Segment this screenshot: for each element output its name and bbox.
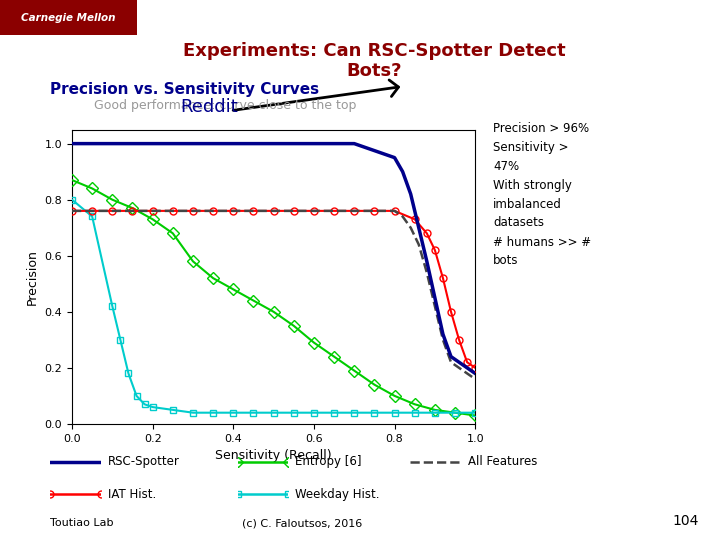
Text: 104: 104 xyxy=(672,514,698,528)
Text: Good performance: curve close to the top: Good performance: curve close to the top xyxy=(94,99,356,112)
Text: Precision vs. Sensitivity Curves: Precision vs. Sensitivity Curves xyxy=(50,82,320,97)
Text: (c) C. Faloutsos, 2016: (c) C. Faloutsos, 2016 xyxy=(242,518,363,528)
Text: RSC-Spotter: RSC-Spotter xyxy=(108,455,180,468)
Text: Experiments: Can RSC-Spotter Detect: Experiments: Can RSC-Spotter Detect xyxy=(183,42,566,60)
Text: IAT Hist.: IAT Hist. xyxy=(108,488,156,501)
Text: Precision > 96%
Sensitivity >
47%
With strongly
imbalanced
datasets
# humans >> : Precision > 96% Sensitivity > 47% With s… xyxy=(493,122,591,267)
Y-axis label: Precision: Precision xyxy=(26,249,39,305)
Text: Toutiao Lab: Toutiao Lab xyxy=(50,518,114,528)
Text: Entropy [6]: Entropy [6] xyxy=(295,455,361,468)
Text: Carnegie Mellon: Carnegie Mellon xyxy=(21,12,116,23)
Text: All Features: All Features xyxy=(468,455,537,468)
X-axis label: Sensitivity (Recall): Sensitivity (Recall) xyxy=(215,449,332,462)
Text: Weekday Hist.: Weekday Hist. xyxy=(295,488,379,501)
Text: Bots?: Bots? xyxy=(346,62,402,80)
Text: Reddit: Reddit xyxy=(180,98,238,116)
